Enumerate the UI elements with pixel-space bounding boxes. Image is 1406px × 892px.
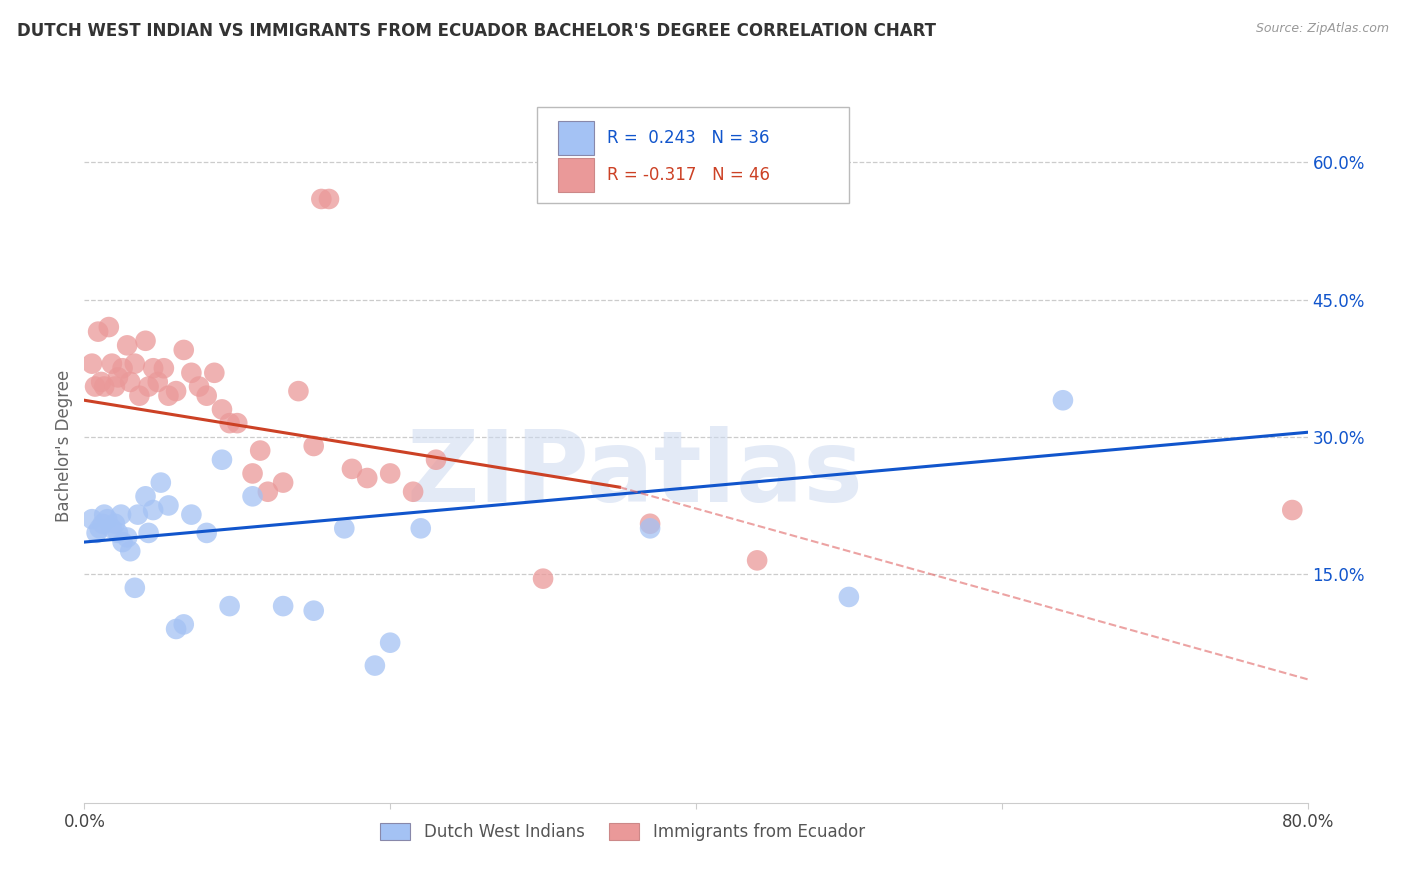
Point [157, 499, 180, 513]
Point [101, 521, 124, 535]
Point [531, 572, 554, 586]
Point [142, 361, 165, 376]
Point [110, 508, 132, 522]
Y-axis label: Bachelor's Degree: Bachelor's Degree [55, 370, 73, 522]
Point [257, 484, 280, 499]
Point [115, 338, 138, 352]
Point [211, 402, 233, 417]
Point [226, 416, 249, 430]
Point [1281, 503, 1303, 517]
Point [838, 590, 860, 604]
Point [124, 357, 146, 371]
Point [89, 521, 111, 535]
Point [124, 581, 146, 595]
Point [104, 379, 127, 393]
Point [1052, 393, 1074, 408]
Point [135, 334, 157, 348]
Point [138, 525, 160, 540]
Point [211, 452, 233, 467]
Point [165, 622, 187, 636]
Point [127, 508, 149, 522]
Point [188, 379, 211, 393]
Text: Source: ZipAtlas.com: Source: ZipAtlas.com [1256, 22, 1389, 36]
Point [153, 361, 176, 376]
Point [107, 525, 129, 540]
Bar [558, 120, 595, 155]
Point [218, 416, 240, 430]
Point [101, 357, 124, 371]
Point [107, 370, 129, 384]
Point [96, 512, 118, 526]
Point [91, 516, 114, 531]
Point [111, 535, 134, 549]
Text: R = -0.317   N = 46: R = -0.317 N = 46 [606, 166, 769, 184]
Text: DUTCH WEST INDIAN VS IMMIGRANTS FROM ECUADOR BACHELOR'S DEGREE CORRELATION CHART: DUTCH WEST INDIAN VS IMMIGRANTS FROM ECU… [17, 22, 936, 40]
Point [195, 389, 218, 403]
Point [173, 343, 195, 357]
Point [138, 379, 160, 393]
Text: ZIPatlas: ZIPatlas [406, 426, 863, 523]
Point [271, 599, 294, 613]
Point [340, 462, 363, 476]
Point [302, 604, 325, 618]
Point [287, 384, 309, 398]
Point [135, 489, 157, 503]
Point [157, 389, 180, 403]
Point [80, 512, 103, 526]
Point [202, 366, 225, 380]
Point [120, 375, 142, 389]
Point [180, 366, 202, 380]
Point [318, 192, 340, 206]
Point [242, 467, 264, 481]
Point [180, 508, 202, 522]
Point [90, 375, 112, 389]
Point [249, 443, 271, 458]
Point [356, 471, 378, 485]
Point [380, 636, 402, 650]
Point [149, 475, 172, 490]
Point [638, 516, 661, 531]
Point [218, 599, 240, 613]
Point [146, 375, 169, 389]
Point [120, 544, 142, 558]
Point [402, 484, 425, 499]
Point [93, 379, 115, 393]
Point [142, 503, 165, 517]
Point [86, 525, 108, 540]
Point [87, 325, 110, 339]
Legend: Dutch West Indians, Immigrants from Ecuador: Dutch West Indians, Immigrants from Ecua… [374, 816, 872, 848]
Point [311, 192, 333, 206]
Point [80, 357, 103, 371]
Point [165, 384, 187, 398]
Point [333, 521, 356, 535]
Point [104, 516, 127, 531]
Bar [558, 158, 595, 192]
Point [364, 658, 387, 673]
Point [115, 531, 138, 545]
Point [380, 467, 402, 481]
Point [128, 389, 150, 403]
Point [638, 521, 661, 535]
Point [747, 553, 769, 567]
Point [195, 525, 218, 540]
Point [409, 521, 432, 535]
Point [97, 320, 120, 334]
Point [425, 452, 447, 467]
Point [173, 617, 195, 632]
FancyBboxPatch shape [537, 107, 849, 203]
Point [111, 361, 134, 376]
Point [93, 508, 115, 522]
Point [84, 379, 107, 393]
Point [242, 489, 264, 503]
Text: R =  0.243   N = 36: R = 0.243 N = 36 [606, 128, 769, 146]
Point [302, 439, 325, 453]
Point [271, 475, 294, 490]
